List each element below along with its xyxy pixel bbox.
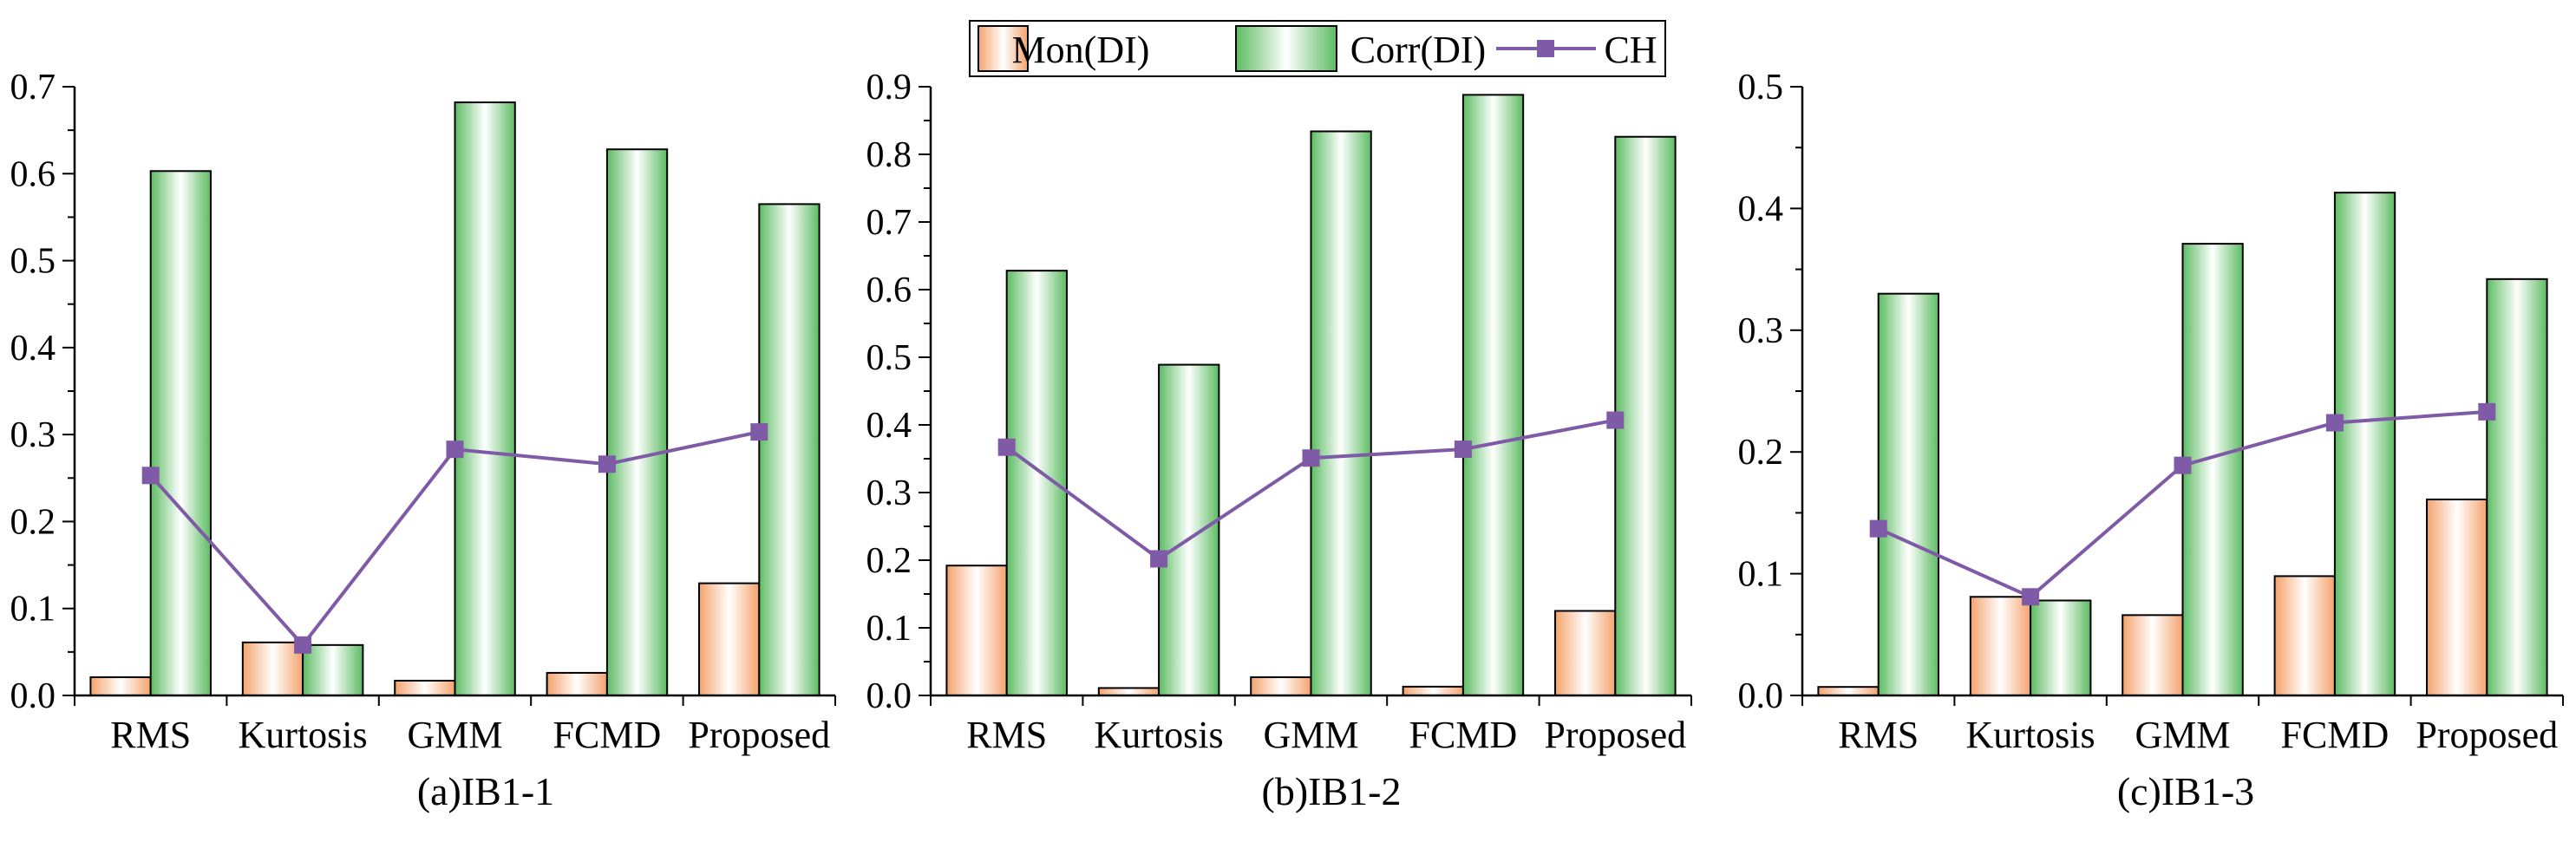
ch-point-rms (997, 438, 1016, 456)
y-tick-label: 0.2 (1738, 433, 1784, 473)
bar-corrdi-proposed (2486, 277, 2548, 696)
y-tick-label: 0.0 (1738, 676, 1784, 716)
bar-corrdi-fcmd (2333, 192, 2396, 696)
ch-point-gmm (1302, 449, 1320, 467)
x-category-label: FCMD (2281, 714, 2390, 756)
bar-corrdi-proposed (1614, 135, 1677, 697)
y-tick-label: 0.1 (10, 590, 56, 630)
ch-point-proposed (1606, 411, 1625, 429)
y-tick-label: 0.3 (866, 473, 912, 513)
bar-mondi-kurtosis (1969, 596, 2032, 696)
legend-swatch-corr (1235, 25, 1337, 72)
y-tick-label: 0.1 (1738, 555, 1784, 595)
y-tick-label: 0.9 (866, 68, 912, 108)
bar-mondi-proposed (1554, 610, 1617, 696)
x-category-label: Proposed (1544, 714, 1686, 756)
x-category-label: RMS (1838, 714, 1919, 756)
chart-panel-2: 0.0 0.1 0.2 0.3 0.4 0.5 0.6 0.7 0.8 0.9 RMS Kurtosi… (866, 68, 1692, 813)
bar-mondi-kurtosis (1097, 687, 1161, 696)
bar-corrdi-kurtosis (302, 643, 364, 697)
x-category-label: Kurtosis (1095, 714, 1224, 756)
legend-label-corr: Corr(DI) (1350, 29, 1486, 71)
x-category-label: GMM (2135, 714, 2230, 756)
ch-point-gmm (446, 441, 464, 459)
bar-corrdi-rms (149, 170, 212, 696)
bar-corrdi-proposed (758, 203, 821, 696)
x-category-label: Proposed (688, 714, 830, 756)
y-tick-label: 0.4 (866, 406, 912, 446)
y-tick-label: 0.0 (10, 676, 56, 716)
x-category-label: Kurtosis (239, 714, 368, 756)
x-category-label: GMM (407, 714, 502, 756)
y-tick-label: 0.7 (10, 68, 56, 108)
x-category-label: RMS (110, 714, 191, 756)
bar-mondi-proposed (698, 582, 761, 696)
bar-corrdi-kurtosis (2030, 599, 2092, 696)
x-category-label: FCMD (1409, 714, 1518, 756)
ch-point-proposed (2478, 402, 2496, 421)
y-tick-label: 0.6 (866, 271, 912, 310)
y-tick-label: 0.8 (866, 135, 912, 175)
y-tick-label: 0.0 (866, 676, 912, 716)
x-category-label: Kurtosis (1966, 714, 2095, 756)
panel-title: (a)IB1-1 (417, 769, 554, 813)
ch-point-kurtosis (294, 636, 312, 654)
legend-marker-ch (1537, 40, 1554, 57)
bar-corrdi-gmm (2181, 243, 2244, 696)
bar-corrdi-fcmd (1461, 94, 1525, 697)
ch-point-kurtosis (1150, 550, 1168, 568)
legend-label-ch: CH (1604, 29, 1657, 71)
bar-corrdi-fcmd (605, 148, 669, 697)
chart-panel-3: 0.0 0.1 0.2 0.3 0.4 0.5 RMS Kurtosis GMM FCMD Prop… (1738, 68, 2564, 813)
bar-corrdi-gmm (454, 101, 516, 696)
bar-mondi-proposed (2426, 498, 2488, 696)
ch-point-kurtosis (2022, 588, 2040, 606)
y-tick-label: 0.2 (10, 502, 56, 542)
ch-point-rms (141, 467, 160, 485)
bar-mondi-fcmd (2273, 575, 2336, 697)
y-tick-label: 0.5 (866, 338, 912, 378)
x-category-label: FCMD (553, 714, 662, 756)
ch-point-fcmd (1454, 441, 1472, 459)
bar-mondi-gmm (1250, 676, 1312, 697)
y-tick-label: 0.3 (10, 415, 56, 455)
ch-point-fcmd (2325, 414, 2344, 432)
ch-point-gmm (2174, 456, 2192, 474)
ch-point-fcmd (598, 455, 616, 473)
bar-mondi-rms (1817, 686, 1880, 696)
panel-title: (b)IB1-2 (1262, 769, 1402, 813)
y-tick-label: 0.4 (1738, 189, 1784, 229)
y-tick-label: 0.3 (1738, 311, 1784, 351)
bar-corrdi-gmm (1310, 130, 1372, 697)
bar-corrdi-kurtosis (1158, 363, 1220, 696)
legend-label-mon: Mon(DI) (1012, 29, 1150, 71)
bar-mondi-gmm (394, 679, 456, 696)
y-tick-label: 0.5 (1738, 68, 1784, 108)
x-category-label: Proposed (2416, 714, 2558, 756)
bar-mondi-rms (89, 676, 152, 697)
x-category-label: GMM (1263, 714, 1358, 756)
ch-point-rms (1869, 519, 1887, 538)
y-tick-label: 0.5 (10, 242, 56, 282)
x-category-label: RMS (966, 714, 1047, 756)
bar-mondi-gmm (2122, 614, 2184, 696)
ch-point-proposed (750, 423, 768, 441)
y-tick-label: 0.1 (866, 609, 912, 649)
bar-mondi-fcmd (546, 671, 608, 697)
y-tick-label: 0.2 (866, 541, 912, 581)
bar-mondi-rms (945, 565, 1008, 696)
legend-swatch-mon (977, 25, 1029, 72)
bar-corrdi-rms (1877, 292, 1939, 696)
panels: 0.0 0.1 0.2 0.3 0.4 0.5 0.6 0.7 RMS Kurtosis GMM FC… (10, 68, 2564, 813)
bar-mondi-fcmd (1402, 685, 1464, 696)
legend: Mon(DI) Corr(DI) CH (969, 20, 1666, 77)
y-tick-label: 0.6 (10, 154, 56, 194)
bar-mondi-kurtosis (241, 641, 304, 697)
y-tick-label: 0.4 (10, 329, 56, 369)
y-tick-label: 0.7 (866, 203, 912, 243)
panel-title: (c)IB1-3 (2117, 769, 2254, 813)
chart-panel-1: 0.0 0.1 0.2 0.3 0.4 0.5 0.6 0.7 RMS Kurtosis GMM FC… (10, 68, 836, 813)
